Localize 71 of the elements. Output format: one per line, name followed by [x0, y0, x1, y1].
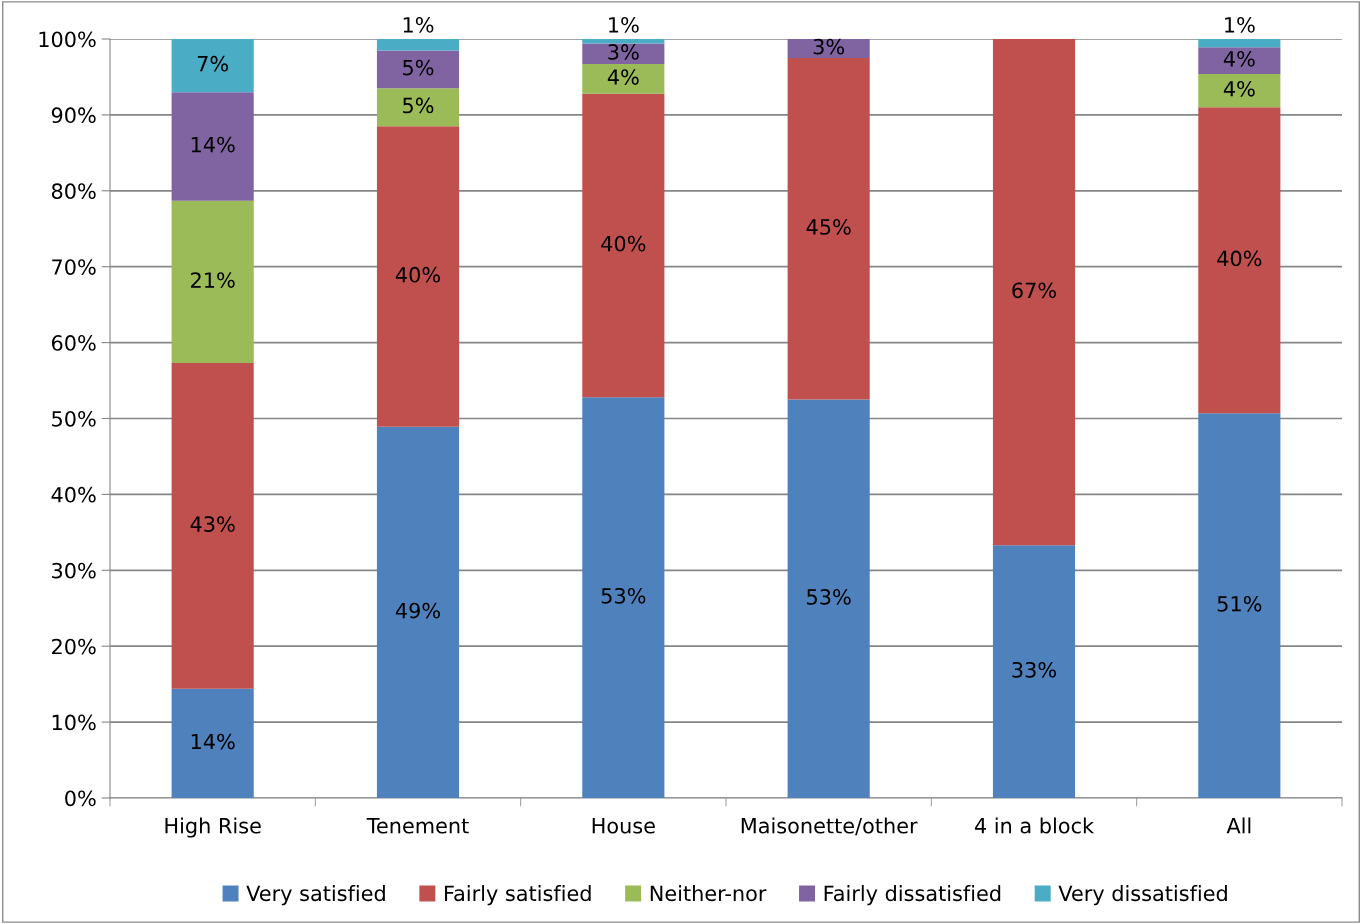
y-tick-label: 100% [39, 31, 96, 48]
bar [376, 126, 460, 427]
data-label: 21% [191, 272, 235, 288]
bar [1198, 39, 1281, 48]
bar [376, 50, 460, 89]
y-tick-label: 40% [51, 486, 96, 503]
y-tick-label: 50% [52, 410, 96, 427]
data-label: 33% [1012, 661, 1056, 678]
x-tick-label: Maisonette/other [741, 817, 918, 836]
y-tick-label: 80% [51, 183, 96, 200]
x-tick-label: House [592, 818, 655, 834]
data-label: 4% [607, 69, 639, 85]
legend-label: Neither-nor [650, 885, 767, 902]
x-tick-label: High Rise [165, 817, 261, 838]
data-label: 1% [1225, 16, 1255, 33]
bar [992, 545, 1076, 798]
data-label: 49% [395, 602, 440, 619]
data-label: 5% [403, 97, 434, 114]
bar [582, 39, 665, 44]
bar [171, 688, 254, 798]
x-tick-label: 4 in a block [974, 817, 1095, 834]
bar [787, 399, 870, 798]
bar [787, 39, 870, 58]
legend-label: Fairly dissatisfied [824, 885, 1001, 906]
data-label: 3% [813, 38, 845, 55]
legend-label: Very satisfied [246, 885, 385, 906]
data-label: 4% [1223, 50, 1255, 67]
y-tick-label: 30% [52, 562, 96, 579]
bar [1198, 73, 1281, 108]
data-label: 7% [197, 55, 229, 72]
data-label: 40% [395, 266, 440, 283]
bar [376, 39, 460, 51]
data-label: 45% [806, 219, 851, 235]
legend-label: Fairly satisfied [445, 885, 591, 906]
y-tick-label: 20% [52, 638, 96, 655]
bar [992, 39, 1076, 546]
data-label: 5% [403, 59, 434, 76]
bar [787, 57, 870, 400]
data-label: 53% [601, 587, 646, 604]
data-label: 14% [191, 136, 235, 153]
data-label: 1% [403, 16, 434, 33]
x-tick-label: All [1226, 817, 1251, 834]
x-tick-label: Tenement [366, 818, 469, 834]
bar [582, 93, 665, 398]
bar [376, 88, 460, 127]
data-label: 53% [807, 589, 851, 605]
bar [376, 426, 460, 798]
data-label: 14% [191, 733, 235, 750]
bar [582, 397, 665, 798]
bar [1198, 47, 1281, 74]
bar [171, 92, 254, 201]
bar [171, 363, 254, 689]
y-tick-label: 10% [52, 714, 96, 731]
data-label: 43% [190, 516, 235, 532]
bar [171, 39, 254, 93]
data-label: 51% [1217, 595, 1262, 612]
legend-label: Very dissatisfied [1058, 885, 1227, 906]
bar [171, 200, 254, 364]
y-tick-label: 90% [51, 107, 96, 124]
bar [1198, 107, 1281, 414]
y-tick-label: 0% [65, 790, 96, 807]
data-label: 67% [1012, 282, 1056, 299]
data-label: 4% [1223, 80, 1255, 97]
bar [582, 64, 665, 94]
bar [1198, 413, 1281, 798]
y-tick-label: 70% [52, 259, 96, 275]
data-label: 40% [1217, 250, 1262, 267]
data-label: 1% [609, 16, 639, 33]
data-label: 3% [608, 44, 639, 60]
data-label: 40% [601, 235, 646, 252]
y-tick-label: 60% [51, 335, 96, 351]
